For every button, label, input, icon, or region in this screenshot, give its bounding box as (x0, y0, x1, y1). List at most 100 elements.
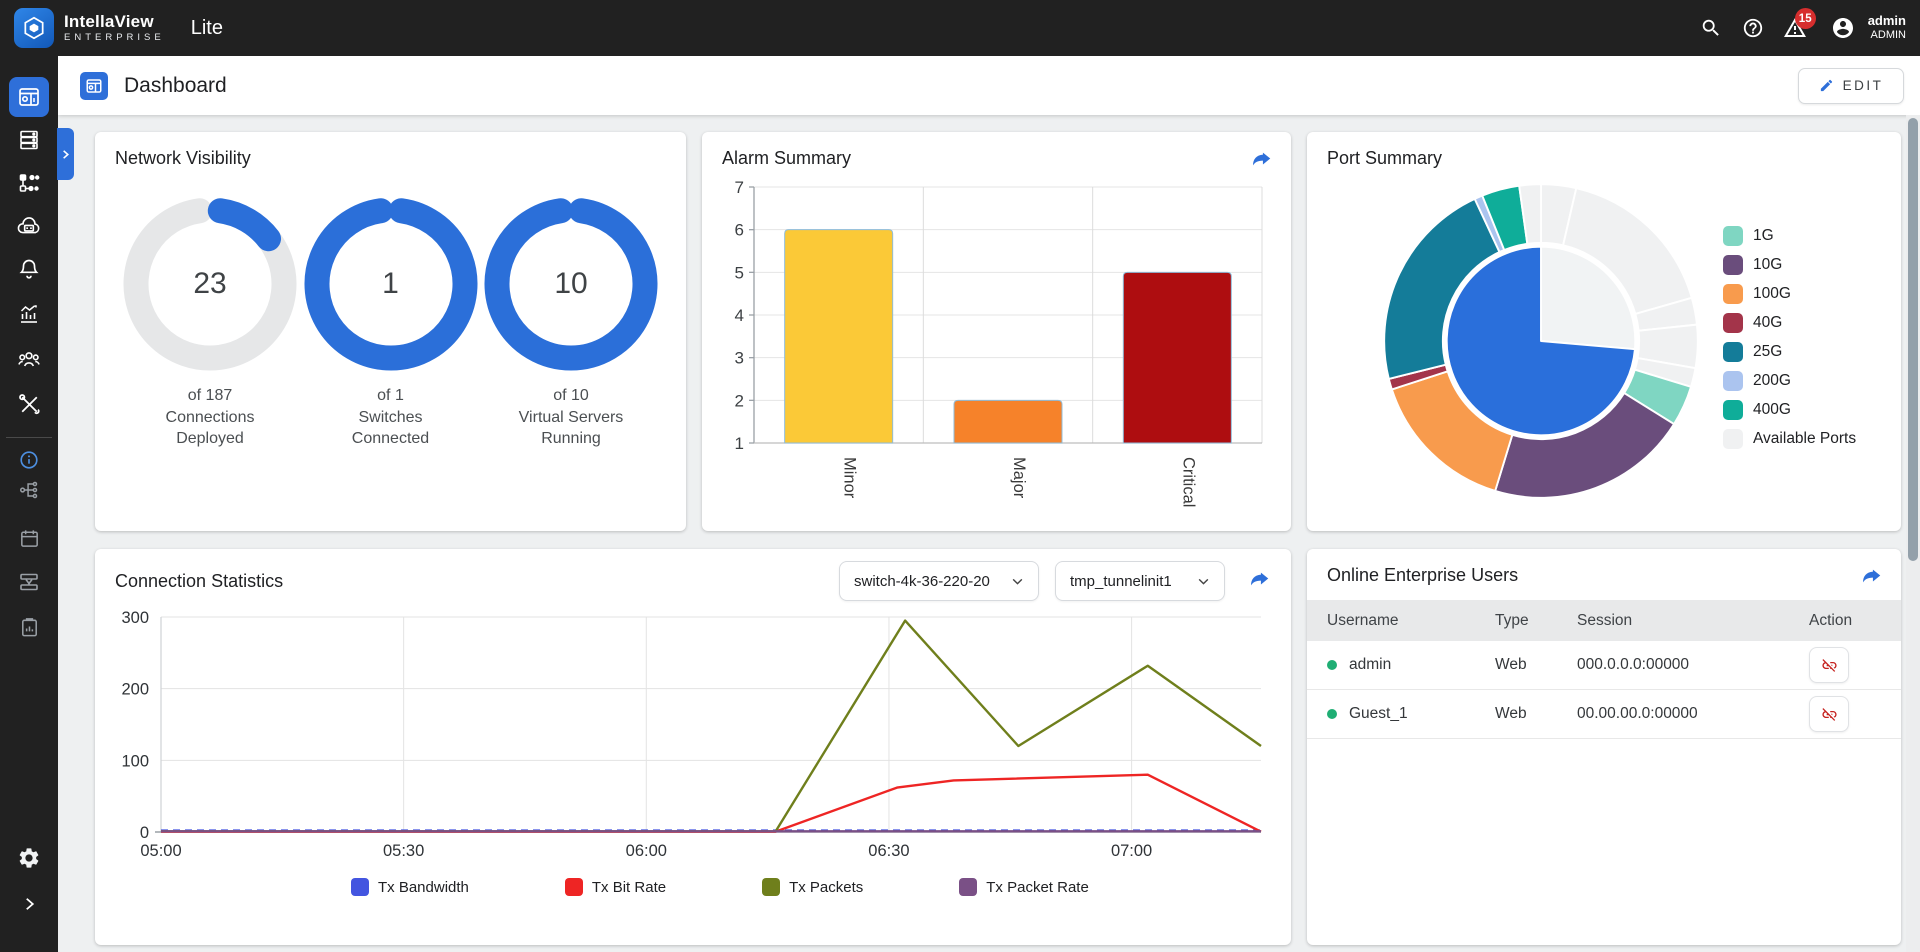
sidebar-item-tools[interactable] (9, 384, 49, 424)
svg-text:06:00: 06:00 (626, 842, 667, 860)
legend-swatch (1723, 283, 1743, 304)
donut-gauge-row: 23 of 187 Connections Deployed 1 of 1 Switches… (95, 169, 686, 450)
brand-logo-icon (14, 8, 54, 48)
column-header: Type (1495, 611, 1529, 629)
username-cell: Guest_1 (1349, 705, 1408, 722)
session-cell: 000.0.0.0:00000 (1577, 656, 1690, 673)
table-header-row: Username Type Session Action (1307, 600, 1901, 641)
sidebar-expand-tab[interactable] (57, 128, 74, 180)
share-arrow-icon (1253, 152, 1271, 166)
legend-label: Tx Packets (789, 878, 864, 896)
sidebar-item-cloud-services[interactable] (9, 206, 49, 246)
svg-text:5: 5 (735, 263, 744, 282)
svg-text:0: 0 (140, 824, 149, 842)
svg-text:300: 300 (121, 609, 149, 627)
legend-swatch (1723, 428, 1743, 449)
share-arrow-icon (1863, 569, 1881, 583)
sidebar-item-settings[interactable] (9, 838, 49, 878)
connection-statistics-card: Connection Statistics switch-4k-36-220-2… (95, 549, 1291, 945)
donut-label: of 10 Virtual Servers Running (518, 387, 624, 448)
user-name-line2: ADMIN (1870, 29, 1906, 42)
sidebar-item-scheduler[interactable] (9, 518, 49, 558)
search-button[interactable] (1690, 7, 1732, 49)
sidebar-item-reports[interactable] (9, 607, 49, 647)
scrollbar-thumb[interactable] (1908, 118, 1918, 561)
sidebar-item-dashboard[interactable] (9, 77, 49, 117)
svg-text:3: 3 (735, 349, 744, 368)
tunnel-select[interactable]: tmp_tunnelinit1 (1055, 561, 1225, 601)
legend-swatch (1723, 341, 1743, 362)
sidebar-divider (6, 437, 52, 438)
donut-label: of 187 Connections Deployed (165, 387, 255, 448)
online-users-table: Username Type Session Action admin Web 000.0.0… (1307, 600, 1901, 739)
cloud-server-icon (17, 217, 40, 234)
legend-label: 10G (1753, 255, 1783, 273)
online-users-card: Online Enterprise Users Username Type Sess… (1307, 549, 1901, 945)
page-header: Dashboard EDIT (58, 56, 1920, 115)
port-legend-item: 25G (1723, 337, 1856, 366)
sidebar-item-load-balancer[interactable] (9, 562, 49, 602)
sidebar-item-info[interactable] (9, 447, 49, 473)
device-select[interactable]: switch-4k-36-220-20 (839, 561, 1039, 601)
legend-label: Tx Bit Rate (591, 878, 667, 896)
account-button[interactable] (1822, 7, 1864, 49)
disconnect-user-button[interactable] (1809, 647, 1849, 683)
sidebar-collapse-toggle[interactable] (9, 884, 49, 924)
sidebar-item-topology[interactable] (9, 163, 49, 203)
sidebar-item-users[interactable] (9, 339, 49, 379)
port-legend-item: 1G (1723, 221, 1856, 250)
help-button[interactable] (1732, 7, 1774, 49)
sidebar (0, 56, 58, 952)
chevron-down-icon (1198, 578, 1209, 585)
brand-name: IntellaView (64, 12, 154, 32)
sidebar-item-statistics[interactable] (9, 294, 49, 334)
sidebar-item-alarms[interactable] (9, 249, 49, 289)
svg-text:Critical: Critical (1179, 457, 1197, 507)
legend-label: Tx Bandwidth (378, 878, 469, 896)
link-off-icon (1821, 658, 1837, 672)
vertical-scrollbar[interactable] (1906, 115, 1920, 952)
tunnel-select-value: tmp_tunnelinit1 (1070, 572, 1172, 590)
calendar-icon (20, 529, 38, 547)
svg-text:05:00: 05:00 (140, 842, 181, 860)
table-row: admin Web 000.0.0.0:00000 (1307, 641, 1901, 690)
user-icon (1832, 18, 1853, 38)
svg-text:Minor: Minor (841, 457, 859, 499)
alarm-bar-chart: 1 2 3 4 5 6 7 Minor Major Critical (735, 178, 1263, 507)
type-cell: Web (1495, 656, 1527, 673)
device-select-value: switch-4k-36-220-20 (854, 572, 990, 590)
sidebar-item-connections[interactable] (9, 475, 49, 505)
connection-share-button[interactable] (1249, 568, 1271, 595)
port-legend-item: 100G (1723, 279, 1856, 308)
type-cell: Web (1495, 705, 1527, 722)
edit-button-label: EDIT (1842, 78, 1884, 93)
alarm-triangle-icon (1783, 18, 1806, 37)
page-title: Dashboard (124, 73, 227, 97)
legend-label: 40G (1753, 313, 1783, 331)
alarm-share-button[interactable] (1251, 148, 1273, 175)
brand-text: IntellaView ENTERPRISE (64, 13, 165, 43)
svg-text:Major: Major (1010, 457, 1028, 499)
load-balancer-icon (20, 573, 38, 591)
users-share-button[interactable] (1861, 565, 1883, 592)
legend-label: Available Ports (1753, 429, 1857, 447)
port-summary-card: Port Summary 1G 10G 100G 40G 25G 200G 400G Avai… (1307, 132, 1901, 531)
donut-value: 1 (382, 267, 399, 300)
alarms-button[interactable]: 15 (1774, 7, 1816, 49)
network-visibility-title: Network Visibility (115, 148, 251, 168)
search-icon (1702, 19, 1719, 36)
legend-swatch (564, 878, 583, 896)
line-legend-item: Tx Bit Rate (564, 878, 667, 896)
chevron-right-icon (63, 149, 69, 159)
hierarchy-icon (20, 481, 38, 499)
port-legend-item: 200G (1723, 366, 1856, 395)
port-legend-item: Available Ports (1723, 424, 1856, 453)
donut-gauge: 1 of 1 Switches Connected (302, 195, 480, 450)
alarm-summary-title: Alarm Summary (722, 148, 852, 168)
legend-swatch (1723, 399, 1743, 420)
sidebar-item-devices[interactable] (9, 120, 49, 160)
line-legend-item: Tx Bandwidth (351, 878, 469, 896)
donut-value: 10 (554, 267, 588, 300)
edit-button[interactable]: EDIT (1798, 67, 1904, 104)
disconnect-user-button[interactable] (1809, 696, 1849, 732)
